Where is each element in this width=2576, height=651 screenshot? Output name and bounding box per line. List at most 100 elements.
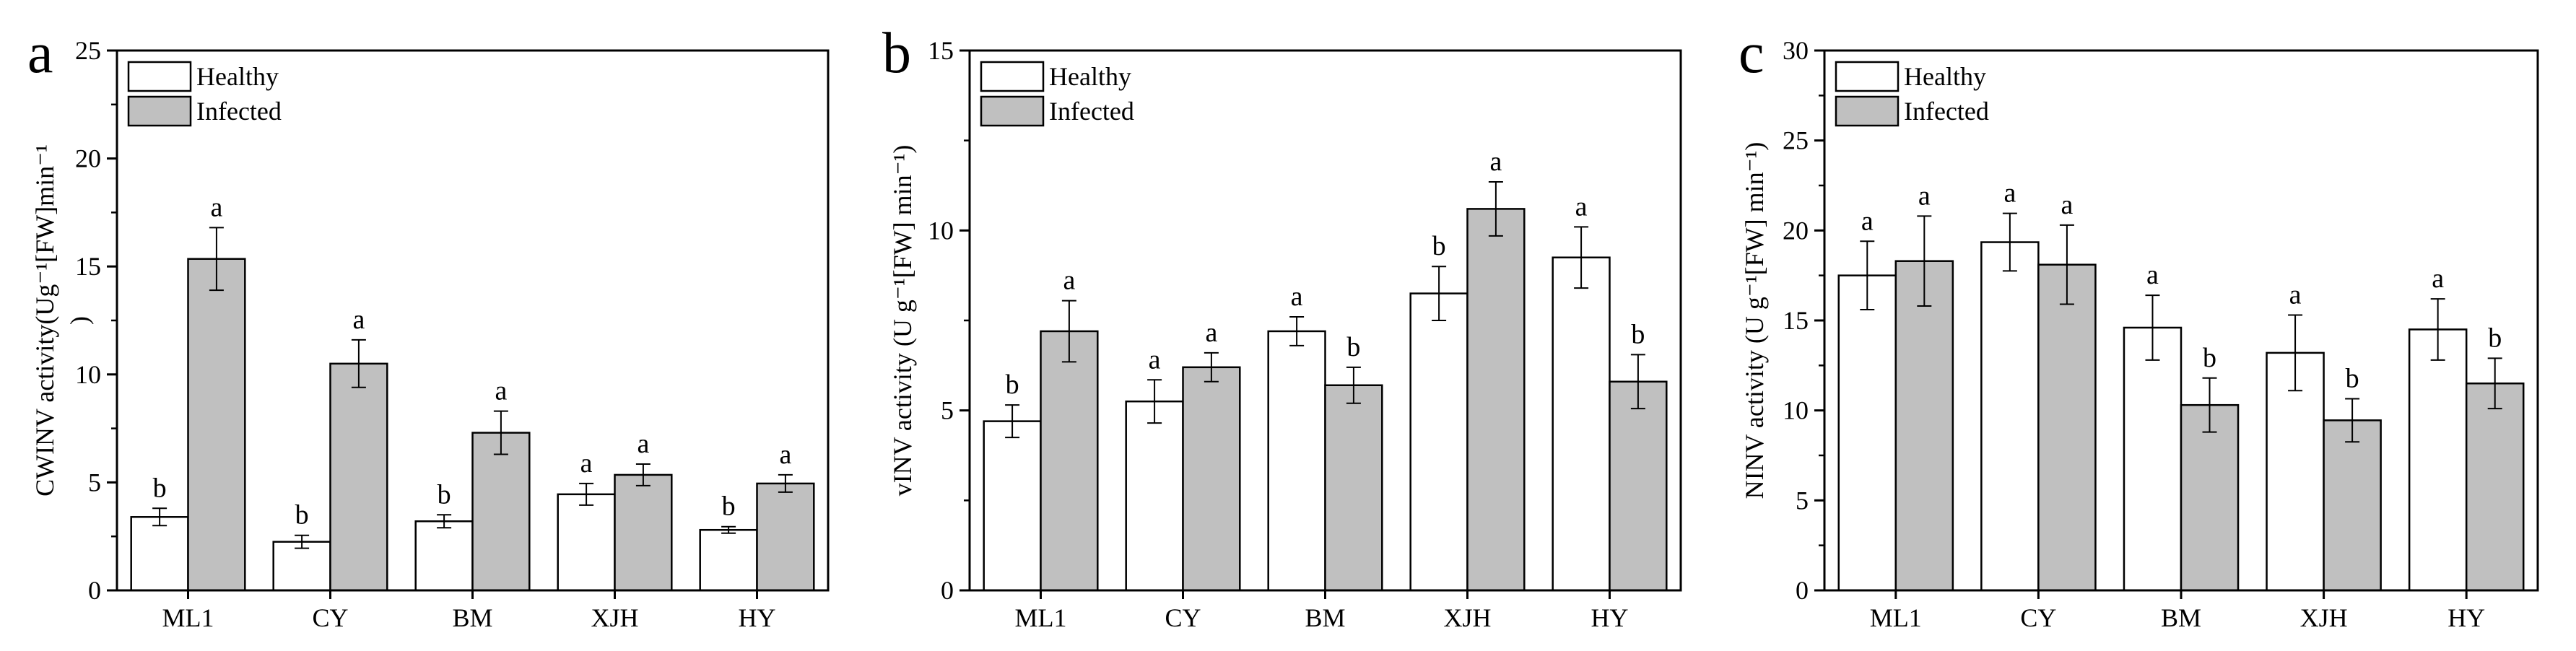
significance-label: b — [1631, 319, 1645, 349]
plot-frame — [116, 49, 830, 592]
bar-infected — [2323, 419, 2382, 592]
bar-infected — [1894, 260, 1954, 592]
significance-label: b — [1432, 231, 1446, 261]
y-tick-label: 15 — [928, 36, 954, 65]
significance-label: b — [153, 473, 167, 503]
bar-healthy — [1552, 256, 1611, 592]
legend-swatch — [1835, 61, 1900, 92]
significance-label: a — [495, 376, 507, 406]
legend-label: Healthy — [1049, 62, 1131, 91]
significance-label: b — [1006, 370, 1019, 400]
x-tick-label: HY — [2447, 603, 2485, 632]
bar-healthy — [699, 528, 758, 592]
y-tick-label: 10 — [1783, 396, 1809, 425]
x-tick-label: XJH — [2300, 603, 2348, 632]
bar-infected — [756, 482, 815, 592]
significance-label: b — [2346, 363, 2359, 393]
y-tick-label: 0 — [1796, 576, 1809, 605]
significance-label: a — [1063, 266, 1075, 296]
legend-swatch — [127, 61, 192, 92]
significance-label: b — [2488, 323, 2502, 353]
y-tick-label: 5 — [941, 396, 954, 425]
y-tick-label: 0 — [88, 576, 101, 605]
significance-label: a — [580, 448, 593, 479]
legend-label: Infected — [1049, 97, 1134, 126]
legend-swatch — [1835, 95, 1900, 127]
x-tick-label: CY — [312, 603, 348, 632]
y-tick-label: 15 — [1783, 306, 1809, 335]
bar-healthy — [1125, 400, 1184, 592]
bar-infected — [1466, 208, 1526, 592]
y-axis-label: vINV activity (U g⁻¹[FW] min⁻¹) — [888, 145, 917, 497]
bar-healthy — [1837, 274, 1897, 592]
significance-label: a — [2289, 280, 2302, 310]
plot-frame — [968, 49, 1682, 592]
legend-label: Infected — [1904, 97, 1989, 126]
y-axis-label: NINV activity (U g⁻¹[FW] min⁻¹) — [1740, 142, 1769, 499]
chart-panel-a: a 0 5 10 15 20 25 CWINV activity(Ug⁻¹[FW]min⁻¹)… — [27, 22, 830, 632]
x-tick-label: BM — [452, 603, 492, 632]
chart-panel-c: c 0 5 10 15 20 25 30 NINV activity (U g⁻¹[FW] mi… — [1739, 22, 2539, 632]
x-tick-label: ML1 — [1870, 603, 1922, 632]
significance-label: b — [1346, 332, 1360, 362]
plot-frame — [1823, 49, 2539, 592]
panel-label: b — [882, 22, 911, 85]
chart-panel-b: b 0 5 10 15 vINV activity (U g⁻¹[FW] min⁻¹) b a… — [882, 22, 1682, 632]
x-tick-label: CY — [2020, 603, 2056, 632]
legend-label: Infected — [196, 97, 282, 126]
panel-label: c — [1739, 22, 1765, 85]
bar-healthy — [2123, 326, 2183, 592]
x-tick-label: XJH — [591, 603, 638, 632]
x-tick-label: ML1 — [162, 603, 214, 632]
y-tick-label: 25 — [75, 36, 101, 65]
bar-infected — [329, 362, 388, 592]
significance-label: a — [1575, 191, 1588, 222]
legend-swatch — [980, 95, 1045, 127]
y-tick-label: 30 — [1783, 36, 1809, 65]
significance-label: a — [1205, 318, 1217, 348]
significance-label: a — [1918, 180, 1931, 211]
panel-label: a — [27, 22, 53, 85]
bar-healthy — [557, 493, 616, 592]
y-tick-label: 20 — [75, 144, 101, 173]
significance-label: b — [295, 500, 309, 530]
legend-label: Healthy — [1904, 62, 1986, 91]
y-axis-label-line: vINV activity (U g⁻¹[FW] min⁻¹) — [888, 145, 917, 497]
x-tick-label: ML1 — [1015, 603, 1067, 632]
bar-healthy — [272, 541, 331, 592]
significance-label: a — [1291, 281, 1303, 312]
legend-swatch — [127, 95, 192, 127]
bar-infected — [2180, 403, 2240, 592]
significance-label: a — [1861, 206, 1874, 236]
x-tick-label: HY — [739, 603, 776, 632]
y-axis-label-line: ) — [65, 316, 94, 325]
significance-label: a — [1149, 344, 1161, 375]
x-tick-label: XJH — [1443, 603, 1491, 632]
bar-infected — [471, 432, 531, 592]
bar-infected — [1182, 366, 1241, 592]
y-tick-label: 10 — [928, 216, 954, 245]
y-axis-label-line: CWINV activity(Ug⁻¹[FW]min⁻¹ — [30, 144, 59, 497]
significance-label: a — [210, 192, 222, 222]
bar-healthy — [414, 520, 474, 592]
y-tick-label: 25 — [1783, 126, 1809, 155]
significance-label: b — [438, 479, 451, 510]
bar-healthy — [130, 516, 189, 592]
x-tick-label: CY — [1165, 603, 1201, 632]
significance-label: a — [637, 429, 649, 459]
x-tick-label: BM — [1305, 603, 1345, 632]
y-tick-label: 5 — [1796, 486, 1809, 515]
legend-label: Healthy — [196, 62, 279, 91]
significance-label: a — [2146, 260, 2159, 290]
bar-healthy — [1409, 292, 1468, 592]
significance-label: a — [2003, 178, 2016, 209]
bar-infected — [1324, 384, 1383, 592]
significance-label: a — [2061, 190, 2073, 220]
x-tick-label: HY — [1591, 603, 1629, 632]
y-tick-label: 10 — [75, 360, 101, 389]
bar-infected — [2465, 383, 2525, 592]
bar-healthy — [1980, 241, 2040, 592]
bar-healthy — [1267, 330, 1326, 592]
bar-infected — [614, 473, 673, 592]
